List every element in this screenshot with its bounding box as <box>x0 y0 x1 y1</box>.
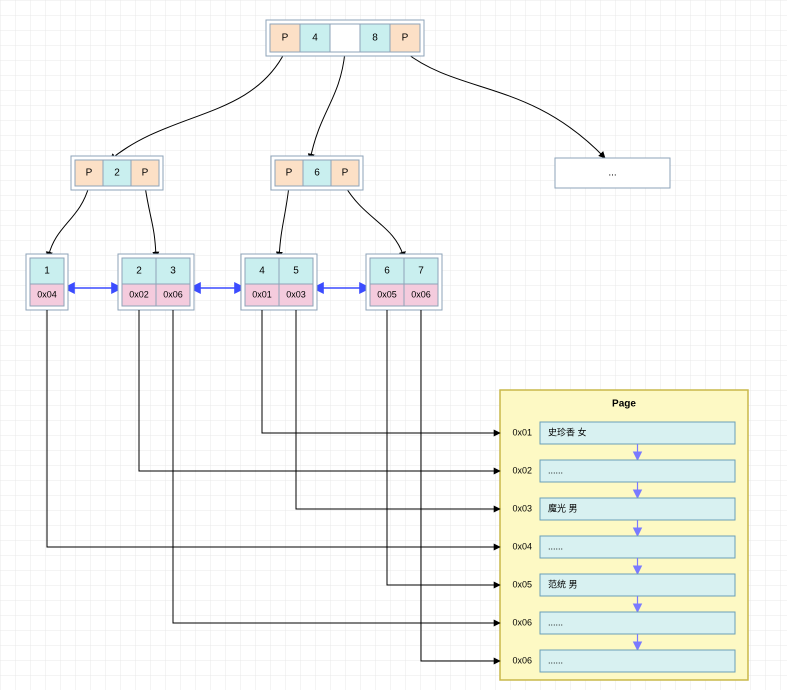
page-row-text: 魔光 男 <box>548 502 578 513</box>
leaf-key: 5 <box>293 266 299 277</box>
leaf-key: 6 <box>384 266 390 277</box>
internal-cell: P <box>86 168 93 179</box>
leaf-node: 2 0x02 3 0x06 <box>118 254 194 310</box>
page-row-text: ...... <box>548 465 563 475</box>
root-cell: 4 <box>312 33 318 44</box>
leaf-addr: 0x03 <box>286 289 306 299</box>
page-title: Page <box>612 399 636 410</box>
leaf-node: 4 0x01 5 0x03 <box>241 254 317 310</box>
root-cell: P <box>282 33 289 44</box>
leaf-key: 7 <box>418 266 424 277</box>
leaf-node: 6 0x05 7 0x06 <box>366 254 442 310</box>
internal-cell: P <box>342 168 349 179</box>
root-node: P 4 8 P <box>266 20 424 56</box>
leaf-addr: 0x06 <box>411 289 431 299</box>
internal-node: P 6 P <box>271 156 363 190</box>
leaf-node: 1 0x04 <box>26 254 68 310</box>
page-row-addr: 0x01 <box>512 427 532 437</box>
ellipsis-node: ... <box>555 158 670 188</box>
leaf-addr: 0x04 <box>37 289 57 299</box>
leaf-addr: 0x01 <box>252 289 272 299</box>
page-row-text: ...... <box>548 541 563 551</box>
page-row-addr: 0x06 <box>512 617 532 627</box>
internal-cell: 2 <box>114 168 120 179</box>
internal-node: P 2 P <box>71 156 163 190</box>
internal-cell: 6 <box>314 168 320 179</box>
page-row-addr: 0x02 <box>512 465 532 475</box>
root-cell: 8 <box>372 33 378 44</box>
page-row-addr: 0x04 <box>512 541 532 551</box>
svg-text:...: ... <box>608 168 616 179</box>
page-row-text: 史珍香 女 <box>548 426 587 437</box>
page-row-addr: 0x05 <box>512 579 532 589</box>
page-row-addr: 0x03 <box>512 503 532 513</box>
leaf-key: 2 <box>136 266 142 277</box>
internal-cell: P <box>142 168 149 179</box>
page-row-text: ...... <box>548 655 563 665</box>
leaf-addr: 0x02 <box>129 289 149 299</box>
page-row-text: 范统 男 <box>548 578 578 589</box>
page-row-addr: 0x06 <box>512 655 532 665</box>
leaf-addr: 0x05 <box>377 289 397 299</box>
leaf-key: 1 <box>44 266 50 277</box>
internal-cell: P <box>286 168 293 179</box>
leaf-key: 3 <box>170 266 176 277</box>
leaf-addr: 0x06 <box>163 289 183 299</box>
page-row-text: ...... <box>548 617 563 627</box>
root-cell: P <box>402 33 409 44</box>
page-panel: Page 0x01 史珍香 女 0x02...... 0x03 魔光 男 0x04.....… <box>500 390 748 680</box>
leaf-key: 4 <box>259 266 265 277</box>
